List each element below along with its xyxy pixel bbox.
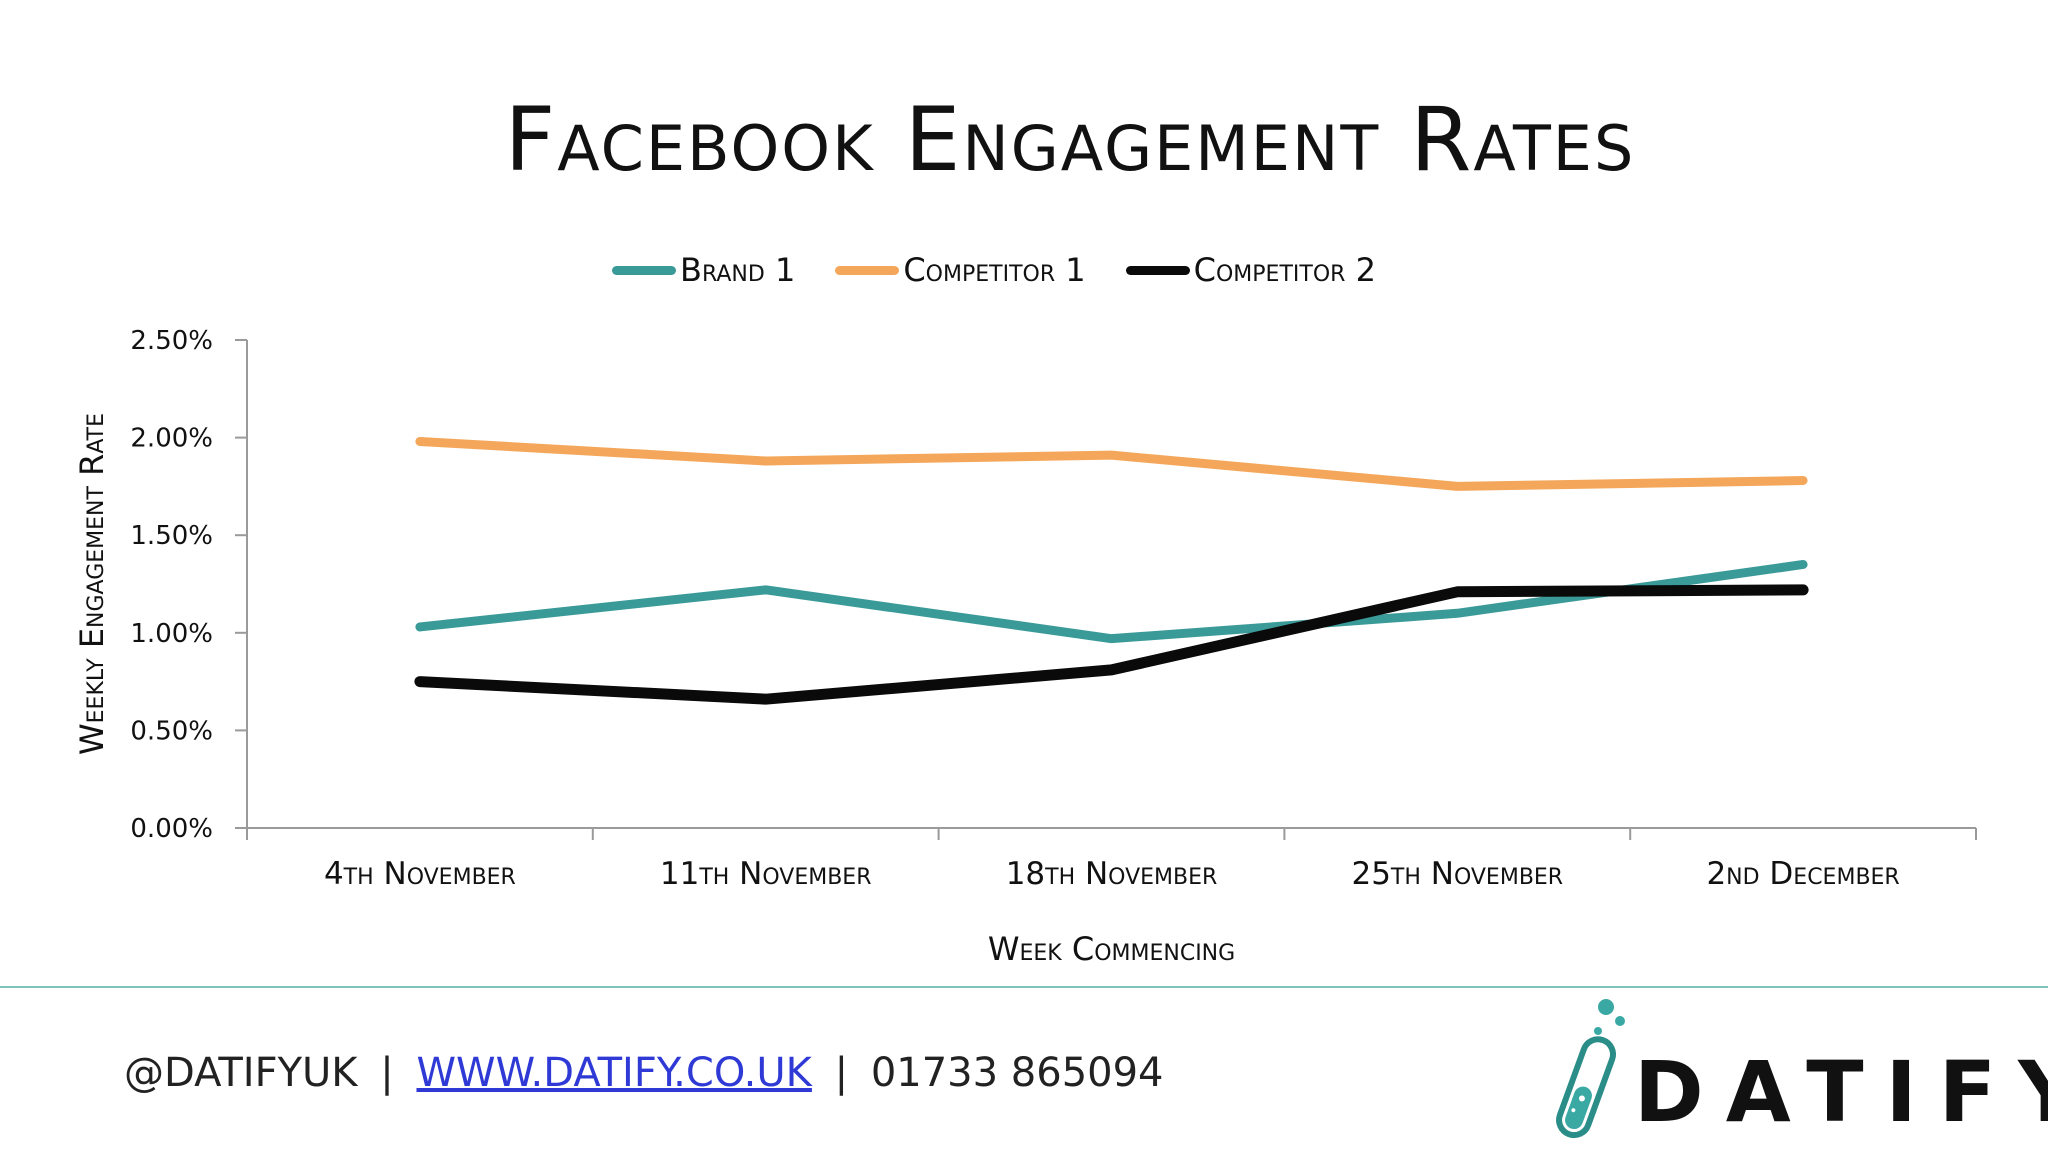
y-tick-label: 2.00% <box>130 424 213 454</box>
line-chart: 0.00% 0.50% 1.00% 1.50% 2.00% 2.50% 4th Novem… <box>73 326 1977 968</box>
test-tube-icon <box>1556 999 1625 1139</box>
website-link[interactable]: WWW.DATIFY.CO.UK <box>416 1050 812 1096</box>
series-line-competitor-2 <box>414 584 1809 705</box>
legend-swatch-brand-1 <box>612 265 676 275</box>
legend-label-competitor-2: Competitor 2 <box>1193 251 1376 289</box>
y-axis-label: Weekly Engagement Rate <box>73 413 111 755</box>
x-tick-label: 2nd December <box>1706 856 1899 892</box>
logo-wordmark: DATIFY <box>1634 1043 2048 1141</box>
chart-axes <box>246 340 1976 829</box>
footer-divider <box>0 986 2048 988</box>
chart-legend: Brand 1 Competitor 1 Competitor 2 <box>612 250 1416 290</box>
chart-series <box>414 437 1809 705</box>
legend-item-brand-1: Brand 1 <box>612 251 795 289</box>
series-line-competitor-1 <box>415 437 1808 491</box>
x-tick-label: 4th November <box>324 856 516 892</box>
x-axis-label: Week Commencing <box>988 930 1235 968</box>
y-axis-ticks: 0.00% 0.50% 1.00% 1.50% 2.00% 2.50% <box>130 326 247 844</box>
x-tick-label: 18th November <box>1006 856 1218 892</box>
twitter-handle: @DATIFYUK <box>124 1050 358 1096</box>
y-tick-label: 0.00% <box>130 814 213 844</box>
y-tick-label: 2.50% <box>130 326 213 356</box>
legend-label-competitor-1: Competitor 1 <box>903 251 1086 289</box>
x-tick-label: 25th November <box>1351 856 1563 892</box>
x-axis-ticks: 4th November 11th November 18th November 25… <box>246 828 1977 892</box>
separator: | <box>834 1050 849 1096</box>
legend-item-competitor-1: Competitor 1 <box>835 251 1086 289</box>
legend-swatch-competitor-2 <box>1125 265 1190 275</box>
legend-label-brand-1: Brand 1 <box>680 251 796 289</box>
y-tick-label: 1.00% <box>130 619 213 649</box>
y-tick-label: 1.50% <box>130 521 213 551</box>
y-tick-label: 0.50% <box>130 716 213 746</box>
datify-logo: DATIFY <box>1540 995 2048 1152</box>
separator: | <box>380 1050 394 1096</box>
legend-item-competitor-2: Competitor 2 <box>1125 251 1376 289</box>
x-tick-label: 11th November <box>660 856 872 892</box>
legend-swatch-competitor-1 <box>835 265 900 275</box>
chart-title: Facebook Engagement Rates <box>504 88 1636 191</box>
footer-contact: @DATIFYUK | WWW.DATIFY.CO.UK | 01733 865… <box>124 1050 1163 1096</box>
series-line-brand-1 <box>415 559 1808 644</box>
phone-number: 01733 865094 <box>870 1050 1164 1096</box>
